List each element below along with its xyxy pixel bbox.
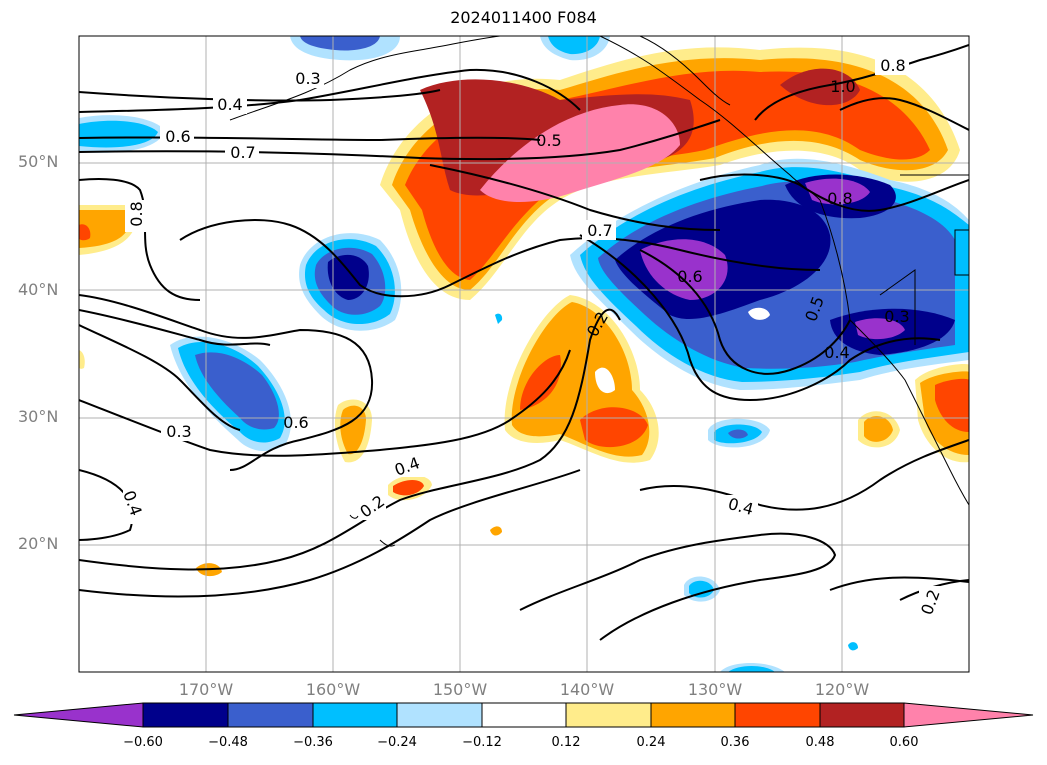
negative-anomaly-northeast	[640, 239, 728, 300]
colorbar-extend-high	[903, 702, 1034, 728]
positive-anomaly-small	[393, 480, 424, 496]
contour-label: 0.8	[827, 189, 852, 208]
contour-label-layer: 0.3 0.4 0.6 0.7 0.5 0.7 0.6 0.8 0.8 1.0 …	[119, 55, 944, 618]
colorbar-tick: 0.36	[720, 735, 750, 750]
lat-label: 20°N	[18, 534, 59, 553]
lon-label: 160°W	[305, 680, 361, 699]
colorbar-swatch	[819, 702, 905, 728]
lat-label: 40°N	[18, 280, 59, 299]
contour-label: 0.7	[587, 221, 612, 240]
negative-anomaly-small	[689, 580, 714, 598]
colorbar-tick: −0.24	[377, 735, 417, 750]
contour-label: 0.3	[295, 69, 320, 88]
colorbar-swatch	[312, 702, 398, 728]
contour-label: 0.6	[165, 127, 190, 146]
positive-anomaly-small	[864, 416, 893, 442]
colorbar-tick: 0.48	[805, 735, 835, 750]
lat-label: 30°N	[18, 407, 59, 426]
positive-anomaly-west	[79, 210, 131, 248]
contour-label: 0.7	[230, 143, 255, 162]
lon-label: 150°W	[432, 680, 488, 699]
negative-anomaly-northeast	[855, 318, 905, 340]
negative-anomaly-southwest	[195, 352, 279, 430]
negative-anomaly-northeast	[748, 307, 770, 320]
lat-label: 50°N	[18, 152, 59, 171]
positive-anomaly-coast	[935, 378, 969, 432]
contour-label: 0.4	[824, 343, 849, 362]
colorbar-swatch	[650, 702, 736, 728]
contour-label: 0.8	[127, 201, 146, 226]
colorbar-swatch	[565, 702, 652, 728]
contour-label: 0.3	[884, 307, 909, 326]
colorbar-tick: −0.60	[123, 735, 163, 750]
colorbar-tick: 0.12	[551, 735, 581, 750]
contour-label: 0.3	[166, 422, 191, 441]
negative-anomaly-small	[728, 429, 748, 439]
colorbar-extend-low	[13, 702, 144, 728]
colorbar-swatch	[227, 702, 314, 728]
contour-label: 0.6	[283, 413, 308, 432]
negative-anomaly-northwest	[300, 36, 380, 51]
lon-label: 140°W	[559, 680, 615, 699]
contour-label: 0.4	[217, 95, 242, 114]
negative-anomaly-small	[848, 642, 858, 651]
map-title: 2024011400 F084	[450, 8, 597, 27]
lon-label: 120°W	[814, 680, 870, 699]
positive-anomaly-small	[490, 526, 502, 536]
contour-label: 0.6	[677, 267, 702, 286]
colorbar-tick: −0.12	[462, 735, 502, 750]
colorbar-swatch	[142, 702, 229, 728]
colorbar-tick: 0.24	[636, 735, 666, 750]
positive-anomaly-west	[79, 224, 91, 241]
colorbar-swatch	[734, 702, 821, 728]
gridlines	[79, 36, 969, 672]
positive-anomaly-central	[595, 367, 615, 394]
lon-label: 130°W	[687, 680, 743, 699]
negative-anomaly-small	[728, 666, 775, 672]
colorbar-swatch	[481, 702, 567, 728]
positive-anomaly-small	[79, 350, 85, 369]
contour-label: 0.5	[536, 131, 561, 150]
positive-anomaly-gulf	[480, 104, 680, 202]
negative-anomaly-central	[327, 254, 369, 300]
negative-anomaly-small	[495, 313, 503, 324]
positive-anomaly-central	[520, 355, 648, 448]
map-frame	[78, 35, 970, 673]
contour-label: 0.8	[880, 56, 905, 75]
colorbar-tick: −0.48	[208, 735, 248, 750]
negative-anomaly-northwest	[79, 120, 158, 148]
colorbar	[13, 702, 1034, 728]
contour-label: 1.0	[830, 77, 855, 96]
colorbar-tick: −0.36	[293, 735, 333, 750]
colorbar-swatch	[396, 702, 483, 728]
colorbar-tick: 0.60	[889, 735, 919, 750]
lon-label: 170°W	[178, 680, 234, 699]
